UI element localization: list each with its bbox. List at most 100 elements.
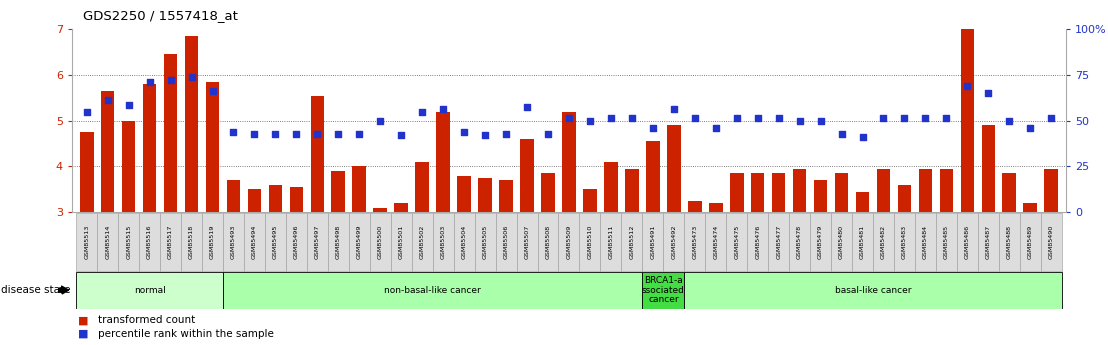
FancyBboxPatch shape (643, 272, 685, 309)
Point (623, 116, 640, 121)
FancyBboxPatch shape (831, 213, 852, 271)
FancyBboxPatch shape (789, 213, 810, 271)
Text: GSM85505: GSM85505 (483, 225, 488, 259)
Text: transformed count: transformed count (98, 315, 195, 325)
Bar (813, 180, 828, 212)
Point (686, 116, 704, 121)
Text: GSM85506: GSM85506 (503, 225, 509, 259)
Bar (122, 121, 135, 212)
Bar (206, 82, 219, 212)
Bar (772, 173, 786, 212)
Point (937, 116, 955, 121)
Bar (876, 169, 891, 212)
FancyBboxPatch shape (1040, 213, 1061, 271)
FancyBboxPatch shape (432, 213, 453, 271)
Point (791, 118, 809, 124)
FancyBboxPatch shape (265, 213, 286, 271)
FancyBboxPatch shape (537, 213, 558, 271)
Text: GSM85513: GSM85513 (84, 225, 90, 259)
Point (434, 107, 452, 112)
Point (267, 132, 285, 137)
FancyBboxPatch shape (936, 213, 957, 271)
FancyBboxPatch shape (119, 213, 140, 271)
FancyBboxPatch shape (978, 213, 998, 271)
FancyBboxPatch shape (998, 213, 1019, 271)
FancyBboxPatch shape (747, 213, 768, 271)
FancyBboxPatch shape (244, 213, 265, 271)
Bar (310, 96, 325, 212)
Bar (268, 185, 283, 212)
Text: GDS2250 / 1557418_at: GDS2250 / 1557418_at (83, 9, 238, 22)
Point (455, 129, 473, 135)
Point (560, 116, 578, 121)
FancyBboxPatch shape (495, 213, 516, 271)
Text: GSM85493: GSM85493 (230, 225, 236, 259)
Bar (855, 191, 870, 212)
Point (1022, 125, 1039, 130)
Text: GSM85500: GSM85500 (378, 225, 382, 259)
Bar (500, 180, 513, 212)
Text: GSM85511: GSM85511 (608, 225, 614, 259)
FancyBboxPatch shape (223, 213, 244, 271)
Bar (751, 173, 765, 212)
Bar (1003, 173, 1016, 212)
Point (874, 116, 892, 121)
FancyBboxPatch shape (223, 272, 643, 309)
FancyBboxPatch shape (643, 213, 664, 271)
Text: GSM85501: GSM85501 (399, 225, 403, 259)
Bar (625, 169, 638, 212)
Point (644, 125, 661, 130)
Text: GSM85477: GSM85477 (776, 225, 781, 259)
FancyBboxPatch shape (810, 213, 831, 271)
Text: GSM85481: GSM85481 (860, 225, 865, 259)
FancyBboxPatch shape (915, 213, 936, 271)
Text: GSM85495: GSM85495 (273, 225, 278, 259)
Text: GSM85504: GSM85504 (462, 225, 466, 259)
Text: GSM85480: GSM85480 (839, 225, 844, 259)
FancyBboxPatch shape (852, 213, 873, 271)
Text: GSM85517: GSM85517 (168, 225, 173, 259)
Text: GSM85490: GSM85490 (1048, 225, 1054, 259)
Bar (373, 208, 387, 212)
Text: GSM85503: GSM85503 (441, 225, 445, 259)
Bar (793, 169, 807, 212)
FancyBboxPatch shape (1019, 213, 1040, 271)
Point (350, 131, 368, 136)
Text: GSM85489: GSM85489 (1028, 225, 1033, 259)
FancyBboxPatch shape (160, 213, 181, 271)
Bar (80, 132, 93, 212)
Point (476, 132, 494, 138)
Point (812, 118, 830, 124)
Bar (289, 187, 304, 212)
Bar (562, 111, 576, 212)
Bar (1024, 203, 1037, 212)
Text: GSM85474: GSM85474 (714, 225, 718, 259)
Bar (458, 176, 471, 212)
Bar (961, 29, 974, 212)
Bar (394, 203, 408, 212)
FancyBboxPatch shape (76, 272, 223, 309)
FancyBboxPatch shape (558, 213, 579, 271)
Text: GSM85483: GSM85483 (902, 225, 907, 259)
Text: GSM85510: GSM85510 (587, 225, 593, 259)
Point (1043, 116, 1060, 121)
Bar (730, 173, 743, 212)
Point (958, 84, 976, 89)
Point (728, 116, 746, 121)
Bar (143, 84, 156, 212)
FancyBboxPatch shape (391, 213, 412, 271)
Point (371, 118, 389, 124)
Bar (479, 178, 492, 212)
FancyBboxPatch shape (873, 213, 894, 271)
Point (916, 116, 934, 121)
FancyBboxPatch shape (706, 213, 726, 271)
Point (308, 131, 326, 136)
FancyBboxPatch shape (601, 213, 622, 271)
Text: GSM85507: GSM85507 (524, 225, 530, 259)
FancyBboxPatch shape (474, 213, 495, 271)
Text: GSM85499: GSM85499 (357, 225, 362, 259)
Point (853, 134, 871, 139)
Point (707, 125, 725, 130)
Point (749, 116, 767, 121)
FancyBboxPatch shape (76, 213, 98, 271)
